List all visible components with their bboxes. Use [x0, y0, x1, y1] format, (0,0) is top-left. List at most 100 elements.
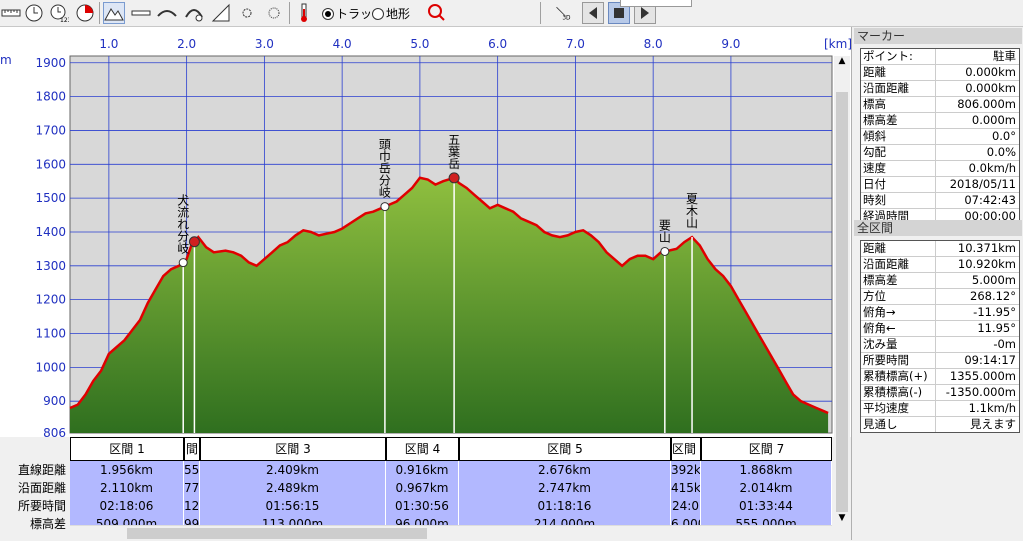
radio-terrain-dot[interactable] — [372, 7, 384, 20]
section-cell: 96.000m — [395, 517, 449, 525]
waypoint-label: 巾 — [379, 150, 391, 164]
radio-terrain[interactable]: 地形 — [372, 5, 410, 22]
info-value: 駐車 — [993, 49, 1016, 63]
slope-icon[interactable] — [210, 2, 232, 24]
radio-track-dot[interactable] — [322, 7, 334, 20]
x-tick-label: 7.0 — [566, 37, 585, 51]
section-header[interactable]: 区間 7 — [701, 437, 832, 461]
toolbar: 123 トラック 地形 3D — [0, 0, 1023, 27]
info-row: 沈み量 -0m — [861, 337, 1019, 353]
waypoint-marker — [178, 258, 188, 268]
info-value: 5.000m — [971, 273, 1016, 287]
section-header[interactable]: 間 — [184, 437, 200, 461]
info-panel: マーカー ポイント: 駐車 距離 0.000km 沿面距離 0.000km 標高 806.00… — [851, 27, 1023, 540]
stop-button[interactable] — [608, 2, 630, 24]
prev-button[interactable] — [582, 2, 604, 24]
waypoint-marker — [448, 172, 460, 184]
marker-icon[interactable] — [425, 2, 447, 24]
section-cell: 113.000m — [261, 517, 324, 525]
section-cell: 01:18:16 — [537, 499, 592, 513]
thermometer-icon[interactable] — [293, 2, 315, 24]
scroll-down-icon[interactable]: ▼ — [838, 513, 846, 523]
y-tick-label: 1100 — [35, 327, 66, 341]
info-key: 勾配 — [861, 145, 936, 160]
info-value: -1350.000m — [945, 385, 1016, 399]
section-table: 区間 1 1.956km 2.110km 02:18:06 509.000m 間 55 77 1… — [70, 437, 832, 525]
info-key: 俯角→ — [861, 305, 936, 320]
tooltip-stub — [620, 0, 692, 7]
info-value: -11.95° — [973, 305, 1016, 319]
horizontal-scrollbar[interactable] — [70, 525, 832, 541]
sun-dashed-icon[interactable] — [263, 2, 285, 24]
waypoint-label: 岐 — [177, 242, 189, 256]
clock-icon[interactable] — [23, 2, 45, 24]
info-row: 時刻 07:42:43 — [861, 193, 1019, 209]
row-label: 標高差 — [29, 517, 66, 531]
speed-icon[interactable] — [183, 2, 205, 24]
section-column: 0.916km 0.967km 01:30:56 96.000m — [386, 461, 459, 525]
y-tick-label: 1800 — [35, 90, 66, 104]
info-row: 傾斜 0.0° — [861, 129, 1019, 145]
info-value: 10.920km — [957, 257, 1016, 271]
info-row: 標高差 0.000m — [861, 113, 1019, 129]
row-label: 直線距離 — [17, 463, 66, 477]
waypoint-marker — [380, 202, 390, 212]
scroll-thumb[interactable] — [836, 92, 848, 512]
info-value: 0.0° — [991, 129, 1016, 143]
section-cell: 2.676km — [538, 463, 591, 477]
info-key: 俯角← — [861, 321, 936, 336]
x-tick-label: 8.0 — [644, 37, 663, 51]
scroll-up-icon[interactable]: ▲ — [838, 56, 846, 66]
ruler-icon[interactable] — [0, 2, 22, 24]
info-row: 日付 2018/05/11 — [861, 177, 1019, 193]
waypoint-label: 岳 — [379, 162, 391, 176]
section-column: 1.956km 2.110km 02:18:06 509.000m — [70, 461, 184, 525]
info-key: 時刻 — [861, 193, 936, 208]
info-row: 累積標高(+) 1355.000m — [861, 369, 1019, 385]
info-row: 俯角← 11.95° — [861, 321, 1019, 337]
section-cell: 0.967km — [395, 481, 449, 495]
elevation-area — [70, 177, 829, 433]
info-value: 見えます — [970, 417, 1016, 431]
waypoint-label: 岐 — [379, 186, 391, 200]
info-row: 距離 0.000km — [861, 65, 1019, 81]
section-header[interactable]: 区間 3 — [200, 437, 386, 461]
straight-line-icon[interactable] — [130, 2, 152, 24]
all-panel-title: 全区間 — [854, 220, 1022, 236]
waypoint-label: 五 — [448, 133, 460, 147]
profile-icon[interactable] — [103, 2, 125, 24]
waypoint-label: 葉 — [448, 145, 460, 159]
info-key: 方位 — [861, 289, 936, 304]
info-key: 平均速度 — [861, 401, 936, 416]
3d-button[interactable]: 3D — [551, 2, 577, 24]
info-value: -0m — [993, 337, 1016, 351]
curve-icon[interactable] — [156, 2, 178, 24]
section-header[interactable]: 区間 4 — [386, 437, 459, 461]
info-key: 経過時間 — [861, 209, 936, 224]
info-row: 平均速度 1.1km/h — [861, 401, 1019, 417]
section-cell: 01:30:56 — [395, 499, 449, 513]
section-header[interactable]: 区間 6 — [671, 437, 701, 461]
section-cell: 415k — [671, 481, 700, 495]
section-column: 2.676km 2.747km 01:18:16 214.000m — [459, 461, 671, 525]
info-row: 標高差 5.000m — [861, 273, 1019, 289]
info-value: 11.95° — [977, 321, 1016, 335]
h-scroll-thumb[interactable] — [127, 528, 427, 539]
info-row: 沿面距離 10.920km — [861, 257, 1019, 273]
section-header[interactable]: 区間 5 — [459, 437, 671, 461]
y-tick-label: 1400 — [35, 225, 66, 239]
info-row: ポイント: 駐車 — [861, 49, 1019, 65]
section-cell: 1.956km — [100, 463, 153, 477]
info-value: 0.000km — [965, 81, 1016, 95]
section-cell: 555.000m — [735, 517, 797, 525]
waypoint-label: 山 — [659, 230, 671, 244]
counter-clock-icon[interactable]: 123 — [48, 2, 70, 24]
info-key: 沿面距離 — [861, 81, 936, 96]
section-header[interactable]: 区間 1 — [70, 437, 184, 461]
pie-clock-icon[interactable] — [74, 2, 96, 24]
info-key: 沈み量 — [861, 337, 936, 352]
sun-icon[interactable] — [236, 2, 258, 24]
vertical-scrollbar[interactable]: ▲ ▼ — [834, 56, 850, 525]
marker-table: ポイント: 駐車 距離 0.000km 沿面距離 0.000km 標高 806.000m 標高差… — [860, 48, 1020, 225]
svg-text:123: 123 — [60, 17, 69, 23]
